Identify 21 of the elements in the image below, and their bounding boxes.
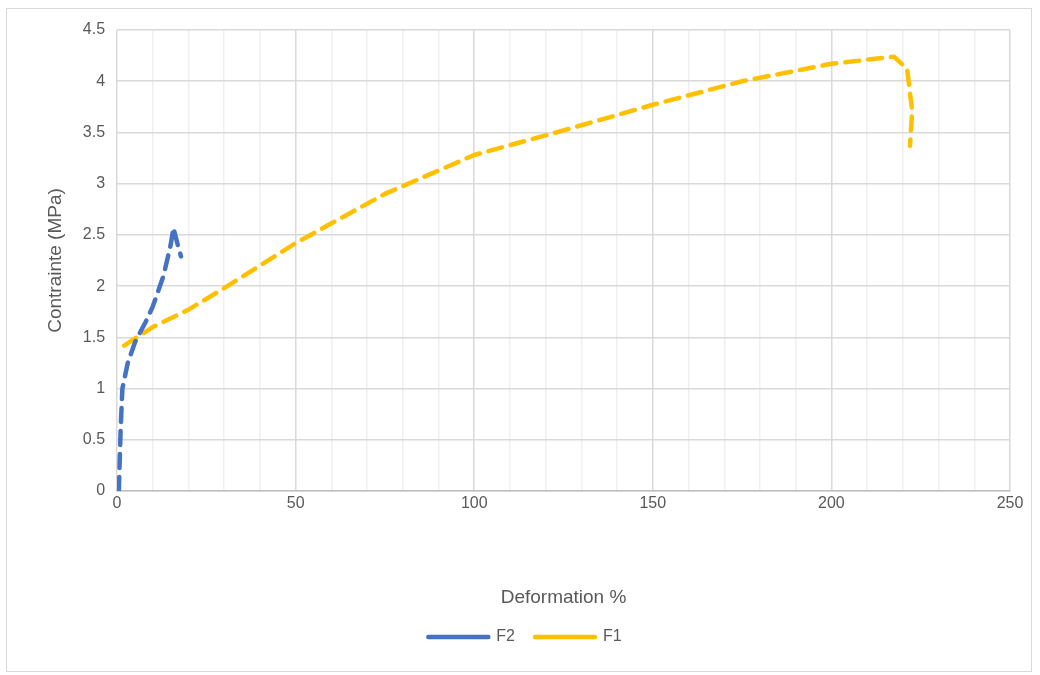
x-tick-label: 50 [286,494,305,512]
x-tick-label: 0 [112,494,122,512]
x-tick-label: 200 [818,494,845,512]
y-tick-label: 0 [96,481,106,499]
y-tick-label: 3.5 [82,122,106,140]
x-axis-title: Deformation % [500,585,627,607]
y-tick-label: 2 [96,276,106,294]
y-axis-title: Contrainte (MPa) [43,188,65,333]
y-tick-label: 2.5 [82,225,106,243]
x-tick-label: 250 [996,494,1024,512]
legend-label: F2 [496,627,516,645]
y-tick-label: 4 [96,71,106,89]
y-tick-label: 1 [96,378,106,396]
legend-label: F1 [603,627,622,645]
x-tick-label: 150 [639,494,667,512]
y-tick-label: 0.5 [82,430,106,448]
y-tick-label: 1.5 [82,327,106,345]
line-series [121,54,915,348]
y-tick-label: 3 [96,174,106,192]
x-tick-label: 100 [460,494,488,512]
y-tick-label: 4.5 [82,20,106,38]
